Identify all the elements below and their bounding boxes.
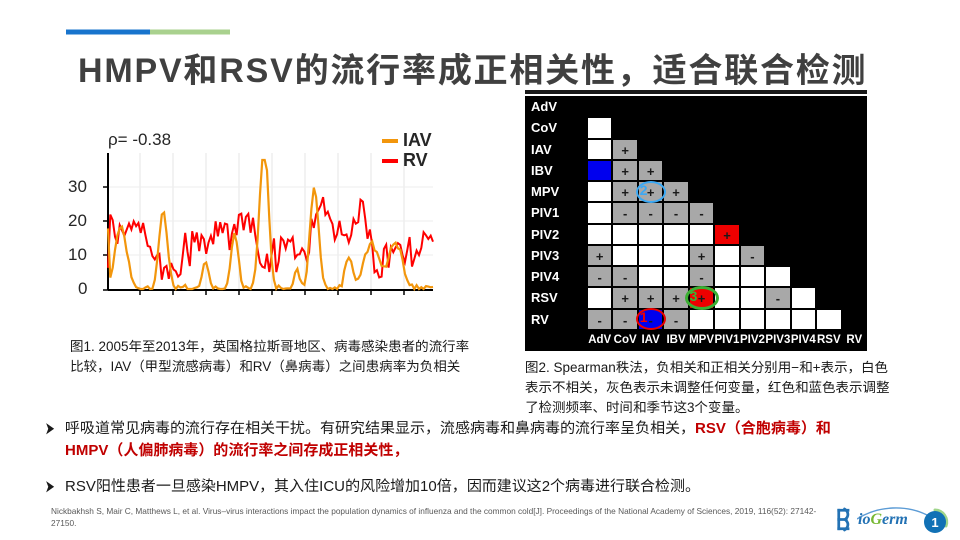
- svg-text:1: 1: [931, 515, 938, 530]
